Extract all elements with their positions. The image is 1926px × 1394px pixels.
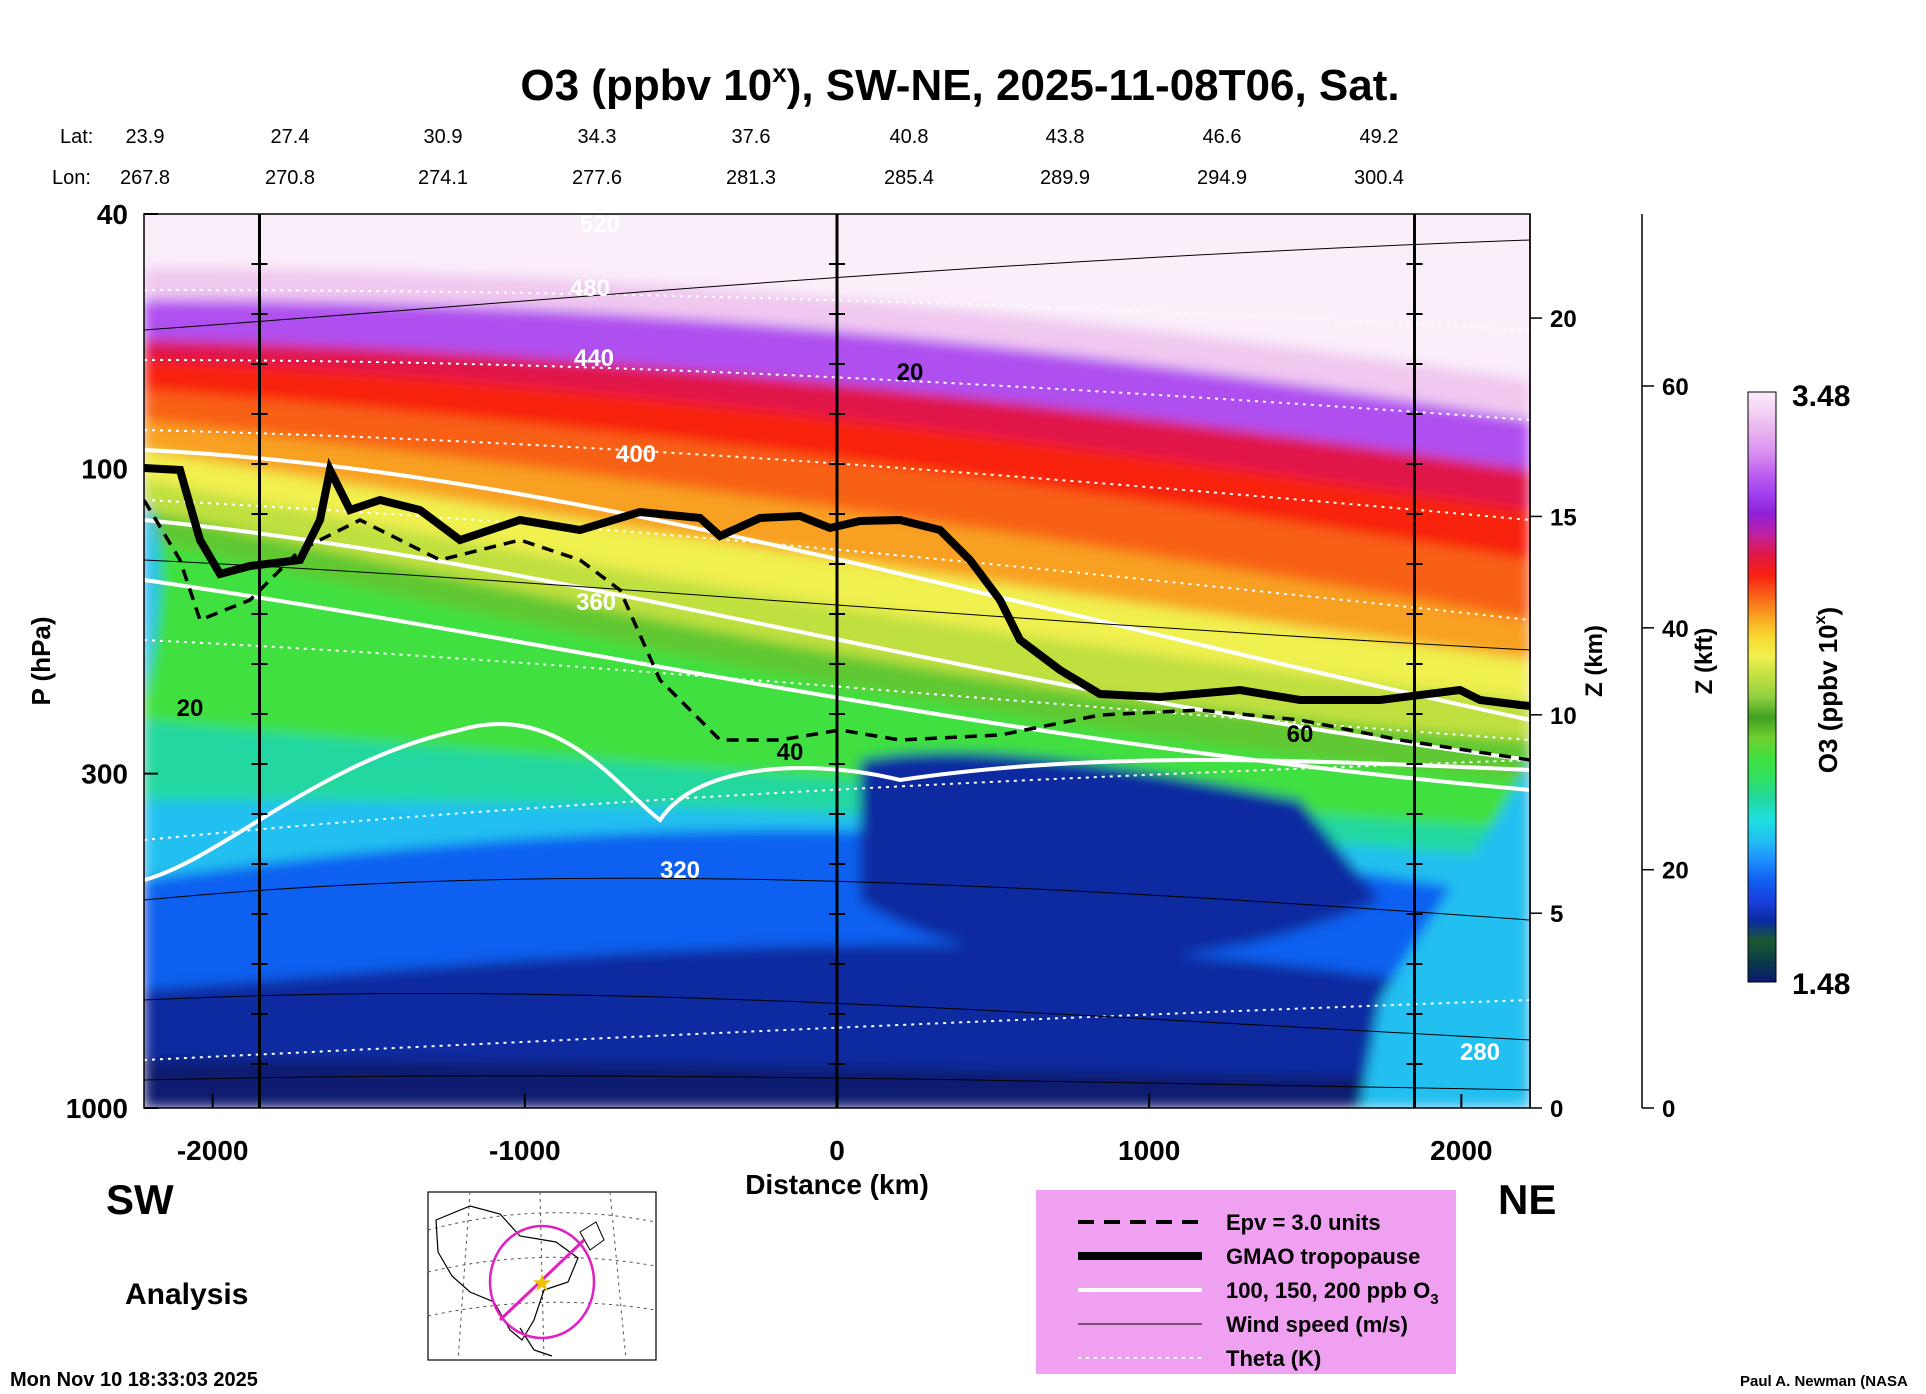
wind-speed-contour	[144, 239, 1530, 331]
wind-speed-label: 20	[897, 359, 924, 386]
colorbar-max-label: 3.48	[1792, 380, 1850, 413]
gmao-tropopause-line	[144, 457, 1530, 710]
lat-tick-label: 34.3	[578, 126, 617, 148]
legend-entry-label: Epv = 3.0 units	[1226, 1210, 1381, 1235]
lon-row-label: Lon:	[52, 167, 91, 189]
z-km-axis: 0 5 10 15 20	[1529, 214, 1577, 1123]
lat-tick-label: 43.8	[1046, 126, 1085, 148]
theta-label: 480	[570, 275, 610, 302]
z-kft-tick-label: 20	[1662, 858, 1689, 885]
lon-tick-label: 277.6	[572, 167, 622, 189]
theta-label: 320	[660, 857, 700, 884]
z-kft-tick-label: 40	[1662, 616, 1689, 643]
z-kft-tick-label: 0	[1662, 1096, 1675, 1123]
theta-contour	[144, 999, 1530, 1061]
z-km-tick-label: 15	[1550, 504, 1577, 531]
z-km-tick-label: 10	[1550, 703, 1577, 730]
x-tick-label: 0	[829, 1135, 845, 1166]
y-axis-label: P (hPa)	[26, 616, 56, 705]
inset-map-center-star-icon: ★	[531, 1270, 553, 1297]
wind-speed-label: 20	[177, 695, 204, 722]
epv-contour	[144, 499, 1530, 762]
theta-label: 520	[580, 211, 620, 238]
legend-entry-label: Theta (K)	[1226, 1346, 1321, 1371]
wind-speed-contour	[144, 1075, 1530, 1091]
colorbar-min-label: 1.48	[1792, 968, 1850, 1001]
z-kft-axis: 0 20 40 60	[1641, 214, 1689, 1123]
z-km-tick-label: 5	[1550, 901, 1563, 928]
x-tick-label: 1000	[1118, 1135, 1180, 1166]
lat-tick-label: 46.6	[1203, 126, 1242, 148]
z-kft-tick-label: 60	[1662, 374, 1689, 401]
wind-speed-contour	[144, 559, 1530, 651]
x-axis: -2000 -1000 0 1000 2000	[177, 1094, 1492, 1166]
y-tick-label: 300	[81, 759, 128, 790]
ozone-heatmap: 520 480 440 400 360 320 280 20 20 40 60	[144, 211, 1530, 1108]
o3-contour	[144, 722, 1530, 882]
theta-contour	[144, 759, 1530, 841]
y-tick-label: 100	[81, 453, 128, 484]
lat-tick-label: 23.9	[126, 126, 165, 148]
colorbar	[1747, 391, 1777, 983]
chart-title: O3 (ppbv 10x), SW-NE, 2025-11-08T06, Sat…	[520, 58, 1399, 110]
theta-contour	[144, 359, 1530, 421]
theta-label: 400	[616, 441, 656, 468]
footer-timestamp: Mon Nov 10 18:33:03 2025	[10, 1369, 258, 1391]
lat-row-label: Lat:	[60, 126, 93, 148]
lon-tick-label: 281.3	[726, 167, 776, 189]
z-km-tick-label: 0	[1550, 1096, 1563, 1123]
wind-speed-label: 60	[1287, 721, 1314, 748]
x-tick-label: -1000	[489, 1135, 561, 1166]
ozone-band	[860, 752, 1380, 960]
lon-tick-label: 274.1	[418, 167, 468, 189]
lon-tick-label: 270.8	[265, 167, 315, 189]
direction-ne: NE	[1498, 1176, 1556, 1223]
y-tick-label: 1000	[66, 1093, 128, 1124]
ozone-band	[1360, 760, 1530, 1108]
analysis-label: Analysis	[125, 1278, 248, 1311]
lon-tick-label: 289.9	[1040, 167, 1090, 189]
inset-map: ★	[427, 1191, 657, 1361]
legend-o3-subscript: 3	[1430, 1291, 1438, 1308]
wind-speed-contour	[144, 993, 1530, 1041]
ozone-band	[144, 500, 160, 700]
y-tick-label: 40	[97, 199, 128, 230]
z-km-axis-label: Z (km)	[1581, 625, 1608, 697]
wind-speed-label: 40	[777, 739, 804, 766]
lon-tick-label: 267.8	[120, 167, 170, 189]
lat-tick-label: 49.2	[1360, 126, 1399, 148]
legend-entry-label: Wind speed (m/s)	[1226, 1312, 1408, 1337]
x-tick-label: -2000	[177, 1135, 249, 1166]
o3-contour	[144, 518, 1530, 762]
theta-label: 440	[574, 345, 614, 372]
lat-tick-label: 30.9	[424, 126, 463, 148]
lat-lon-ticks: 23.9 27.4 30.9 34.3 37.6 40.8 43.8 46.6 49.2 267.…	[120, 126, 1404, 189]
lat-tick-label: 37.6	[732, 126, 771, 148]
lat-tick-label: 40.8	[890, 126, 929, 148]
theta-contour	[144, 289, 1530, 331]
z-km-tick-label: 20	[1550, 306, 1577, 333]
theta-contour	[144, 429, 1530, 521]
section-markers	[251, 214, 1423, 1108]
wind-speed-contour	[144, 877, 1530, 921]
lon-tick-label: 285.4	[884, 167, 934, 189]
z-kft-axis-label: Z (kft)	[1691, 628, 1718, 695]
theta-contour	[144, 499, 1530, 621]
y-axis: 40 100 300 1000	[66, 199, 158, 1124]
x-axis-label: Distance (km)	[745, 1169, 929, 1200]
lat-tick-label: 27.4	[271, 126, 310, 148]
direction-sw: SW	[106, 1176, 174, 1223]
footer-credit: Paul A. Newman (NASA	[1740, 1373, 1908, 1390]
theta-label: 360	[576, 589, 616, 616]
lon-tick-label: 300.4	[1354, 167, 1404, 189]
colorbar-label: O3 (ppbv 10x)	[1812, 607, 1843, 773]
x-tick-label: 2000	[1430, 1135, 1492, 1166]
theta-contour	[144, 639, 1530, 741]
legend-entry-label: GMAO tropopause	[1226, 1244, 1420, 1269]
lon-tick-label: 294.9	[1197, 167, 1247, 189]
o3-contour	[144, 578, 1530, 792]
theta-label: 280	[1460, 1039, 1500, 1066]
